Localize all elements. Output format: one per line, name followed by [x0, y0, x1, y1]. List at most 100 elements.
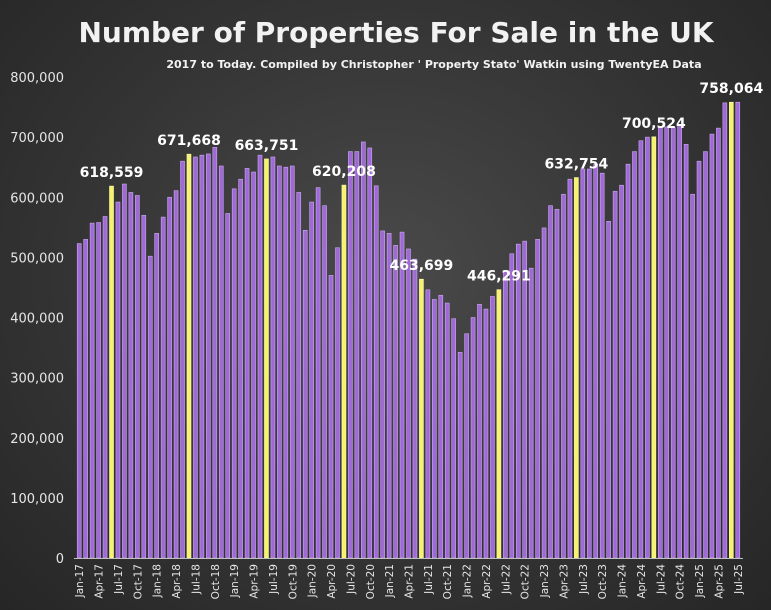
bar-jan-25	[696, 160, 702, 559]
bar-jun-23	[574, 177, 579, 559]
bar-feb-20	[315, 187, 321, 559]
bar-mar-24	[632, 151, 637, 559]
data-label-jun-19: 663,751	[235, 138, 299, 154]
bar-oct-22	[522, 240, 528, 559]
y-axis-ticks: 0 100,000 200,000 300,000 400,000 500,000 600,…	[10, 71, 64, 567]
bar-jan-19	[231, 188, 237, 559]
x-tick-label: Apr-24	[636, 564, 648, 599]
bar-jun-20	[341, 184, 347, 559]
data-label-jun-21: 463,699	[390, 258, 454, 274]
bar-jan-24	[619, 184, 624, 559]
x-tick-label: Oct-18	[210, 564, 222, 599]
bar-sep-21	[438, 294, 444, 559]
x-tick-label: Jan-22	[462, 564, 474, 598]
y-tick-label: 0	[56, 552, 64, 567]
bar-jun-22	[496, 289, 502, 559]
bar-aug-17	[122, 183, 127, 559]
bar-aug-22	[509, 253, 515, 559]
y-tick-label: 800,000	[10, 71, 64, 86]
bar-oct-23	[599, 172, 605, 559]
bar-jun-19	[264, 158, 269, 559]
x-tick-label: Oct-17	[132, 564, 144, 599]
x-tick-label: Oct-24	[675, 564, 687, 600]
bar-jul-20	[348, 151, 353, 559]
x-tick-label: Oct-22	[520, 564, 532, 599]
bar-apr-20	[328, 275, 334, 559]
x-tick-label: Jan-20	[307, 564, 319, 598]
x-tick-label: Jul-22	[500, 564, 512, 595]
bar-mar-22	[477, 303, 482, 559]
data-labels-group: 618,559 671,668 663,751 620,208 463,699 446,2…	[80, 81, 764, 284]
bar-feb-21	[393, 245, 398, 559]
data-label-jun-22: 446,291	[467, 269, 531, 285]
data-label-jun-18: 671,668	[157, 133, 221, 149]
x-tick-label: Apr-25	[713, 564, 725, 599]
bar-jul-17	[115, 201, 121, 559]
x-tick-label: Jul-25	[733, 564, 745, 595]
bar-mar-20	[322, 205, 327, 559]
bar-jul-19	[270, 156, 276, 559]
x-tick-label: Jan-25	[694, 564, 706, 598]
bar-nov-24	[683, 144, 689, 559]
x-tick-label: Apr-20	[326, 564, 338, 599]
bar-feb-17	[83, 239, 88, 559]
x-tick-label: Oct-19	[287, 564, 299, 599]
bar-apr-23	[561, 193, 566, 559]
bar-sep-17	[128, 192, 134, 559]
data-label-jun-25: 758,064	[699, 81, 763, 97]
bar-nov-19	[296, 192, 302, 559]
data-label-jun-17: 618,559	[80, 165, 144, 181]
x-tick-label: Jan-18	[152, 564, 164, 598]
bar-may-17	[102, 216, 108, 559]
data-label-jun-20: 620,208	[312, 164, 376, 180]
x-tick-label: Apr-21	[404, 564, 416, 599]
bars-group	[76, 101, 741, 559]
x-tick-label: Oct-20	[365, 564, 377, 599]
bar-dec-21	[457, 352, 463, 559]
bar-feb-19	[238, 178, 243, 559]
bar-may-21	[412, 258, 418, 559]
bar-apr-22	[483, 308, 489, 559]
y-tick-label: 100,000	[10, 492, 64, 507]
bar-nov-18	[218, 165, 224, 559]
x-tick-label: Jan-23	[539, 564, 551, 598]
bar-oct-19	[289, 165, 295, 559]
x-tick-label: Apr-23	[558, 564, 570, 599]
bar-mar-18	[167, 196, 172, 559]
chart-title: Number of Properties For Sale in the UK	[78, 16, 714, 49]
bar-jan-21	[386, 233, 392, 559]
bar-oct-17	[135, 195, 140, 559]
bar-jul-25	[735, 101, 741, 559]
x-tick-label: Apr-19	[249, 564, 261, 599]
bar-jul-23	[580, 168, 586, 559]
y-tick-label: 500,000	[10, 251, 64, 266]
bar-nov-22	[528, 267, 534, 559]
bar-apr-25	[716, 127, 721, 559]
bar-nov-23	[606, 221, 611, 559]
bar-sep-19	[283, 166, 289, 559]
bar-feb-18	[160, 216, 166, 559]
bar-aug-20	[354, 151, 360, 559]
bar-sep-23	[593, 163, 599, 559]
bar-aug-23	[586, 168, 592, 559]
bar-jul-18	[193, 156, 198, 559]
bar-jun-25	[729, 101, 734, 559]
x-tick-label: Jul-20	[345, 564, 357, 595]
bar-apr-21	[406, 248, 411, 559]
x-tick-label: Jul-24	[655, 564, 667, 595]
bar-feb-24	[625, 163, 631, 559]
bar-sep-18	[206, 153, 211, 559]
bar-feb-22	[470, 317, 476, 559]
bar-oct-18	[212, 147, 218, 559]
bar-jan-18	[154, 233, 159, 559]
y-tick-label: 700,000	[10, 131, 64, 146]
x-tick-label: Jan-21	[384, 564, 396, 598]
bar-dec-20	[380, 230, 385, 559]
bar-mar-17	[89, 222, 95, 559]
data-label-jun-23: 632,754	[544, 157, 608, 173]
bar-feb-25	[703, 151, 708, 559]
bar-dec-23	[612, 190, 618, 559]
data-label-jun-24: 700,524	[622, 116, 686, 132]
x-tick-label: Jan-17	[74, 564, 86, 598]
